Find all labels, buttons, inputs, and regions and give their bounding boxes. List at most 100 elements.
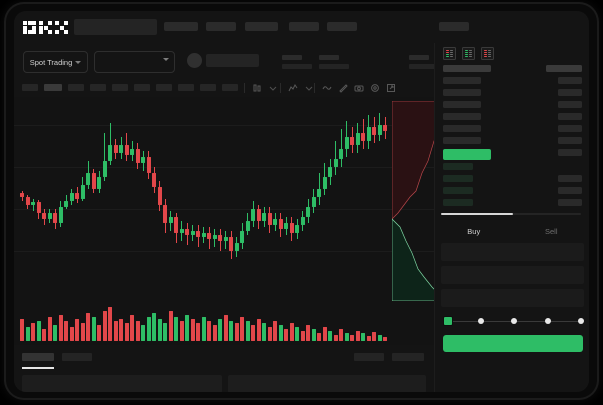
timeframe-button-6[interactable] <box>156 84 172 91</box>
tab-buy-label: Buy <box>467 226 481 236</box>
nav-item-6[interactable] <box>439 22 469 31</box>
nav-item-5[interactable] <box>327 22 357 31</box>
orderbook-ask-row-1[interactable] <box>558 77 582 84</box>
orderbook-ask-row-6[interactable] <box>558 137 582 144</box>
orderbook-ask-row-10[interactable] <box>558 199 582 206</box>
percent-slider[interactable] <box>443 316 584 326</box>
orderbook-scrollbar[interactable] <box>441 213 581 215</box>
orderbook-bid-row-4[interactable] <box>443 113 481 120</box>
candle-body <box>163 205 168 223</box>
orderbook-ask-row-7[interactable] <box>558 149 582 156</box>
timeframe-button-8[interactable] <box>200 84 216 91</box>
nav-item-4[interactable] <box>289 22 319 31</box>
total-input[interactable] <box>441 289 584 307</box>
volume-bar-12 <box>86 313 91 341</box>
timeframe-button-3[interactable] <box>90 84 106 91</box>
orderbook-mode-bids[interactable] <box>462 47 475 60</box>
submit-order-button[interactable] <box>443 335 583 352</box>
candle-body <box>377 125 382 135</box>
tab-sell[interactable]: Sell <box>513 221 590 241</box>
orderbook-rows <box>435 63 589 241</box>
slider-stop-100[interactable] <box>578 317 584 324</box>
slider-stop-50[interactable] <box>511 317 517 324</box>
orderbook-ask-row-5[interactable] <box>558 125 582 132</box>
orderbook-bid-row-5[interactable] <box>443 125 481 132</box>
gridline-3 <box>14 251 434 252</box>
orders-filter-2[interactable] <box>392 353 424 361</box>
candle-body <box>284 223 289 229</box>
timeframe-button-4[interactable] <box>112 84 128 91</box>
timeframe-button-2[interactable] <box>68 84 84 91</box>
slider-handle[interactable] <box>443 316 453 326</box>
orderbook-icon-bar <box>468 50 472 51</box>
orders-filter-1[interactable] <box>354 353 384 361</box>
orderbook-ask-row-3[interactable] <box>558 101 582 108</box>
candle-body <box>157 187 162 205</box>
nav-item-3[interactable] <box>245 22 278 31</box>
trading-pair-selector[interactable] <box>94 51 175 73</box>
timeframe-button-7[interactable] <box>178 84 194 91</box>
orderbook-ask-row-0[interactable] <box>546 65 582 72</box>
timeframe-button-1[interactable] <box>44 84 62 91</box>
okx-logo[interactable] <box>23 21 68 34</box>
volume-bar-26 <box>163 323 168 341</box>
timeframe-button-5[interactable] <box>134 84 150 91</box>
candle-body <box>289 223 294 233</box>
volume-bar-18 <box>119 319 124 341</box>
indicators-icon[interactable] <box>288 83 298 93</box>
timeframe-button-9[interactable] <box>222 84 238 91</box>
volume-bar-50 <box>295 327 300 341</box>
chevron-down-icon <box>163 58 169 61</box>
volume-bar-14 <box>97 325 102 341</box>
tab-open-orders[interactable] <box>22 353 54 361</box>
settings-icon[interactable] <box>370 83 380 93</box>
orderbook-mode-both[interactable] <box>443 47 456 60</box>
orderbook-bid-row-6[interactable] <box>443 137 481 144</box>
orderbook-bid-row-2[interactable] <box>443 89 481 96</box>
volume-bar-6 <box>53 325 58 341</box>
tab-order-history[interactable] <box>62 353 92 361</box>
candle-wick <box>104 133 106 181</box>
draw-tool-icon[interactable] <box>338 83 348 93</box>
volume-bar-27 <box>168 311 173 341</box>
orderbook-bid-row-8[interactable] <box>443 175 473 182</box>
orders-section <box>14 345 434 392</box>
orderbook-bid-row-7[interactable] <box>443 163 473 170</box>
nav-item-2[interactable] <box>206 22 236 31</box>
orderbook-bid-row-0[interactable] <box>443 65 491 72</box>
amount-input[interactable] <box>441 266 584 284</box>
line-chart-icon[interactable] <box>322 83 332 93</box>
price-input[interactable] <box>441 243 584 261</box>
orderbook-bid-row-9[interactable] <box>443 187 473 194</box>
volume-bar-41 <box>245 321 250 341</box>
orderbook-ask-row-8[interactable] <box>558 175 582 182</box>
orderbook-bid-row-3[interactable] <box>443 101 481 108</box>
camera-icon[interactable] <box>354 83 364 93</box>
volume-bar-37 <box>223 315 228 341</box>
volume-bar-38 <box>229 321 234 341</box>
slider-stop-75[interactable] <box>544 317 551 324</box>
timeframe-button-0[interactable] <box>22 84 38 91</box>
global-search-field[interactable] <box>74 19 157 35</box>
chevron-down-icon[interactable] <box>268 83 278 93</box>
slider-stop-25[interactable] <box>477 317 484 324</box>
orderbook-mode-asks[interactable] <box>481 47 494 60</box>
orderbook-bid-row-10[interactable] <box>443 199 473 206</box>
volume-bar-40 <box>240 317 245 341</box>
candlestick-type-icon[interactable] <box>252 83 262 93</box>
trading-mode-selector[interactable]: Spot Trading <box>23 51 88 73</box>
orderbook-bid-row-1[interactable] <box>443 77 481 84</box>
orderbook-ask-row-9[interactable] <box>558 187 582 194</box>
nav-item-1[interactable] <box>164 22 198 31</box>
candle-body <box>47 213 52 219</box>
chevron-down-icon[interactable] <box>304 83 314 93</box>
price-chart[interactable] <box>14 97 434 345</box>
fullscreen-icon[interactable] <box>386 83 396 93</box>
orderbook-icon-bar <box>487 50 491 51</box>
orderbook-ask-row-2[interactable] <box>558 89 582 96</box>
orderbook-ask-row-4[interactable] <box>558 113 582 120</box>
volume-bar-42 <box>251 325 256 341</box>
tab-buy[interactable]: Buy <box>435 221 513 241</box>
gridline-0 <box>14 125 434 126</box>
